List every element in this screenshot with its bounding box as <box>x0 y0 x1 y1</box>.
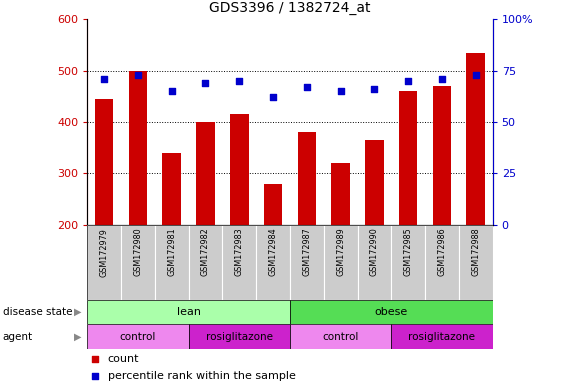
Bar <box>87 300 290 324</box>
Point <box>100 76 109 82</box>
Text: GSM172980: GSM172980 <box>133 228 142 276</box>
Text: rosiglitazone: rosiglitazone <box>408 332 476 342</box>
Point <box>370 86 379 92</box>
Bar <box>230 114 249 225</box>
Text: agent: agent <box>3 332 33 342</box>
Bar <box>87 225 121 300</box>
Text: GSM172979: GSM172979 <box>100 228 109 276</box>
Bar <box>332 163 350 225</box>
Text: ▶: ▶ <box>74 332 82 342</box>
Bar <box>290 300 493 324</box>
Bar <box>196 122 215 225</box>
Bar <box>298 132 316 225</box>
Bar <box>358 225 391 300</box>
Bar <box>425 225 459 300</box>
Point <box>235 78 244 84</box>
Text: obese: obese <box>374 307 408 317</box>
Text: GSM172983: GSM172983 <box>235 228 244 276</box>
Bar <box>163 153 181 225</box>
Bar <box>256 225 290 300</box>
Text: GSM172988: GSM172988 <box>471 228 480 276</box>
Bar <box>155 225 189 300</box>
Text: GSM172985: GSM172985 <box>404 228 413 276</box>
Text: GSM172987: GSM172987 <box>302 228 311 276</box>
Bar <box>467 53 485 225</box>
Bar <box>222 225 256 300</box>
Bar <box>324 225 358 300</box>
Point <box>404 78 413 84</box>
Bar <box>365 140 384 225</box>
Bar <box>391 225 425 300</box>
Bar <box>95 99 114 225</box>
Text: control: control <box>323 332 359 342</box>
Bar <box>290 324 391 349</box>
Bar <box>121 225 155 300</box>
Bar <box>263 184 282 225</box>
Text: GSM172989: GSM172989 <box>336 228 345 276</box>
Point <box>336 88 345 94</box>
Text: control: control <box>120 332 156 342</box>
Text: GSM172984: GSM172984 <box>269 228 278 276</box>
Text: count: count <box>108 354 139 364</box>
Point <box>167 88 176 94</box>
Text: rosiglitazone: rosiglitazone <box>205 332 273 342</box>
Bar <box>87 324 189 349</box>
Text: GSM172982: GSM172982 <box>201 228 210 276</box>
Point <box>471 71 480 78</box>
Bar <box>459 225 493 300</box>
Point <box>201 80 210 86</box>
Bar <box>399 91 418 225</box>
Text: percentile rank within the sample: percentile rank within the sample <box>108 371 296 381</box>
Bar <box>189 324 290 349</box>
Point <box>359 295 368 301</box>
Title: GDS3396 / 1382724_at: GDS3396 / 1382724_at <box>209 2 370 15</box>
Point <box>437 76 446 82</box>
Text: GSM172990: GSM172990 <box>370 228 379 276</box>
Bar <box>432 86 452 225</box>
Text: GSM172986: GSM172986 <box>437 228 446 276</box>
Point <box>359 137 368 144</box>
Bar <box>290 225 324 300</box>
Text: disease state: disease state <box>3 307 72 317</box>
Text: GSM172981: GSM172981 <box>167 228 176 276</box>
Point <box>302 84 311 90</box>
Text: lean: lean <box>177 307 200 317</box>
Bar <box>128 71 148 225</box>
Point <box>133 71 142 78</box>
Bar <box>391 324 493 349</box>
Bar <box>189 225 222 300</box>
Text: ▶: ▶ <box>74 307 82 317</box>
Point <box>269 94 278 100</box>
